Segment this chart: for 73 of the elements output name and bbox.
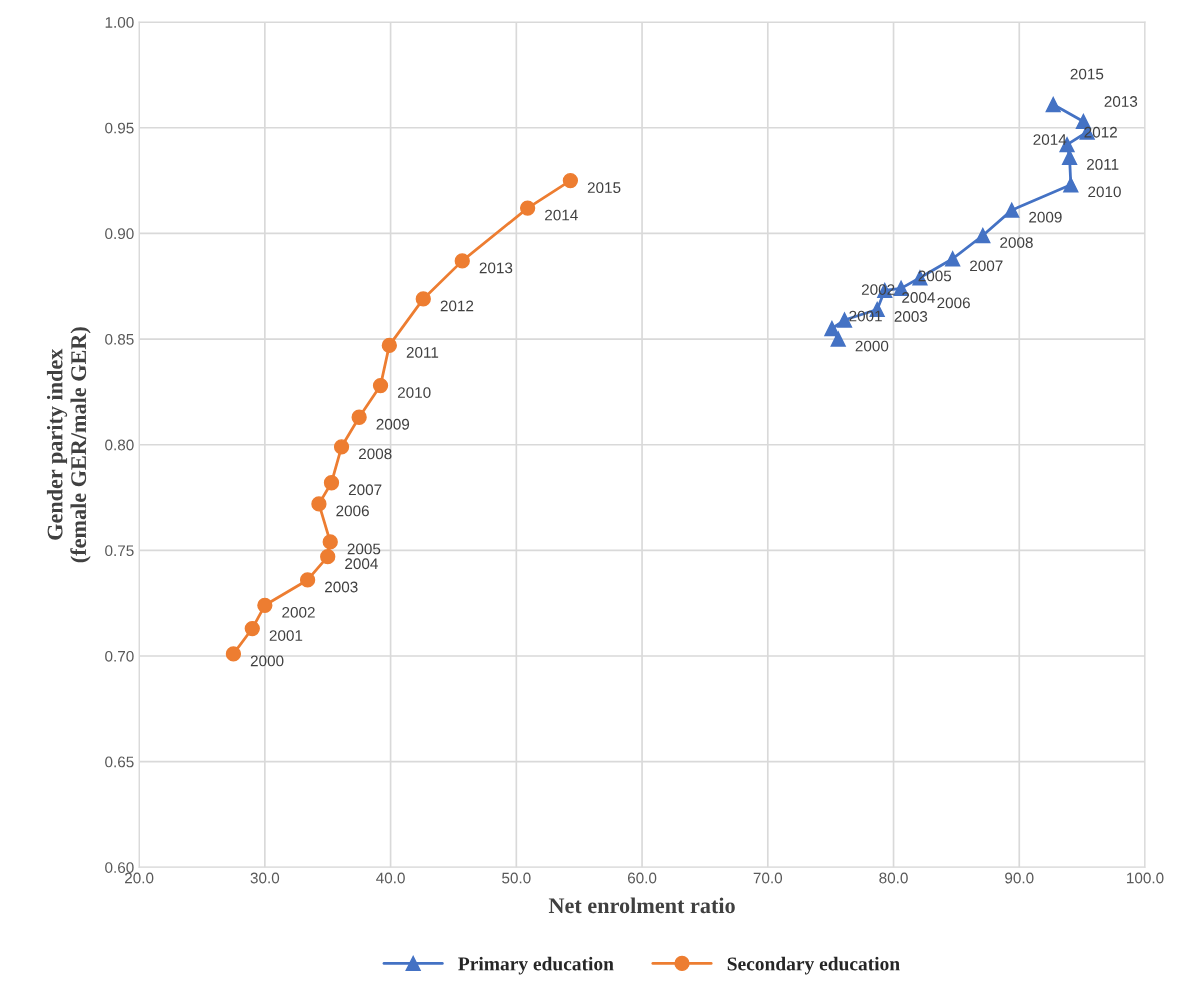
point	[320, 549, 336, 565]
annotation: 2011	[406, 347, 439, 358]
point	[415, 291, 431, 307]
point	[519, 200, 536, 216]
annotation: 2010	[397, 387, 431, 398]
point	[225, 646, 242, 662]
point	[311, 496, 327, 512]
annotation: 2015	[1070, 68, 1104, 80]
annotation: 2004	[902, 292, 935, 303]
x-tick-label: 60.0	[627, 872, 657, 884]
x-tick-label: 50.0	[502, 872, 531, 884]
annotation: 2014	[545, 209, 578, 221]
annotation: 2008	[1000, 237, 1033, 248]
annotation: 2008	[358, 448, 392, 460]
annotation: 2002	[282, 606, 315, 618]
y-tick-label: 0.60	[105, 862, 134, 873]
x-tick-label: 30.0	[250, 872, 280, 884]
x-tick-label: 100.0	[1127, 872, 1164, 884]
point	[257, 597, 273, 613]
annotation: 2000	[855, 340, 889, 352]
legend-label: Primary education	[458, 956, 614, 975]
annotation: 2006	[336, 505, 369, 517]
annotation: 2013	[479, 262, 513, 274]
point	[323, 475, 340, 491]
point	[351, 409, 367, 425]
y-tick-label: 0.85	[105, 333, 134, 345]
point	[944, 251, 961, 267]
y-tick-label: 0.90	[105, 228, 134, 240]
annotation: 2004	[345, 558, 378, 570]
y-tick-label: 1.00	[105, 16, 134, 28]
y-tick-label: 0.75	[105, 545, 134, 557]
y-tick-label: 0.80	[105, 439, 134, 451]
y-tick-label: 0.95	[105, 122, 134, 134]
point	[1004, 202, 1020, 218]
point	[322, 534, 338, 550]
annotation: 2001	[269, 630, 303, 641]
y-tick-label: 0.65	[105, 756, 134, 768]
point	[1063, 177, 1079, 193]
legend-label: Secondary education	[727, 956, 900, 975]
point	[975, 227, 991, 244]
point	[562, 172, 579, 189]
x-tick-label: 80.0	[879, 872, 908, 884]
annotation: 2009	[376, 418, 410, 430]
annotation: 2007	[970, 260, 1003, 272]
annotation: 2013	[1104, 96, 1138, 107]
annotation: 2005	[347, 543, 381, 555]
point	[372, 377, 389, 394]
annotation: 2009	[1029, 211, 1062, 223]
annotation: 2000	[250, 655, 284, 667]
point	[1045, 96, 1061, 113]
annotation: 2015	[587, 182, 621, 194]
point	[381, 337, 397, 354]
annotation: 2003	[894, 311, 928, 322]
point	[824, 320, 840, 337]
x-tick-label: 70.0	[753, 872, 783, 884]
annotation: 2007	[348, 484, 382, 496]
x-axis-title: Net enrolment ratio	[548, 897, 735, 914]
y-axis-title: Gender parity index (female GER/male GER)	[46, 327, 91, 563]
point	[244, 620, 260, 637]
annotation: 2014	[1033, 134, 1067, 145]
annotation: 2003	[325, 581, 358, 593]
y-tick-label: 0.70	[105, 650, 134, 662]
point	[830, 331, 846, 347]
annotation: 2012	[440, 300, 474, 312]
x-tick-label: 90.0	[1005, 872, 1034, 884]
annotation: 2010	[1088, 186, 1121, 198]
point	[299, 572, 316, 588]
annotation: 2011	[1087, 158, 1119, 170]
point	[454, 253, 470, 269]
x-tick-label: 20.0	[125, 872, 154, 884]
point	[333, 439, 350, 455]
x-tick-label: 40.0	[376, 872, 405, 884]
annotation: 2006	[937, 297, 970, 309]
